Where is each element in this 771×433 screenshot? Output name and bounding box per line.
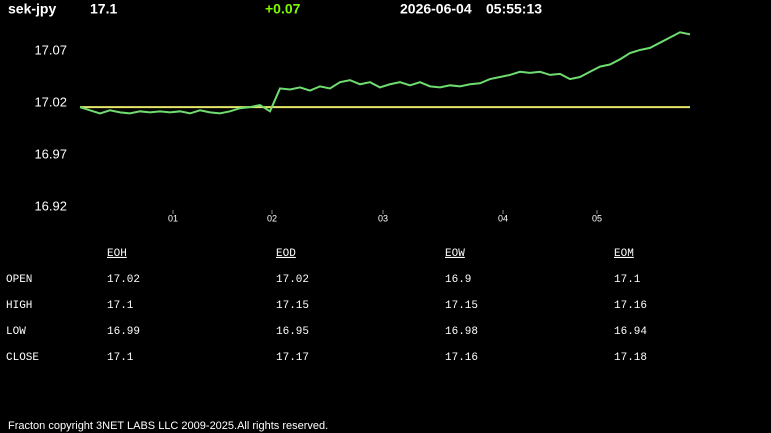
cell: 17.15 bbox=[276, 300, 309, 312]
cell: 17.18 bbox=[614, 352, 647, 364]
cell: 17.1 bbox=[107, 352, 134, 364]
date: 2026-06-04 bbox=[400, 1, 472, 17]
column-header: EOD bbox=[276, 248, 296, 260]
x-tick-label: 04 bbox=[498, 213, 508, 223]
cell: 17.17 bbox=[276, 352, 309, 364]
y-tick-label: 16.97 bbox=[34, 146, 67, 161]
cell: 17.16 bbox=[445, 352, 478, 364]
row-label: LOW bbox=[6, 326, 26, 338]
cell: 16.95 bbox=[276, 326, 309, 338]
cell: 16.9 bbox=[445, 274, 471, 286]
change: +0.07 bbox=[265, 1, 301, 17]
cell: 16.99 bbox=[107, 326, 140, 338]
row-label: HIGH bbox=[6, 300, 32, 312]
row-label: CLOSE bbox=[6, 352, 39, 364]
y-tick-label: 17.02 bbox=[34, 94, 67, 109]
time: 05:55:13 bbox=[486, 1, 542, 17]
price-line bbox=[79, 31, 691, 115]
column-header: EOH bbox=[107, 248, 127, 260]
cell: 17.1 bbox=[614, 274, 641, 286]
symbol: sek-jpy bbox=[8, 1, 56, 17]
cell: 16.94 bbox=[614, 326, 647, 338]
cell: 17.1 bbox=[107, 300, 134, 312]
cell: 17.16 bbox=[614, 300, 647, 312]
cell: 16.98 bbox=[445, 326, 478, 338]
x-tick-label: 03 bbox=[378, 213, 388, 223]
price: 17.1 bbox=[90, 1, 117, 17]
row-label: OPEN bbox=[6, 274, 32, 286]
cell: 17.02 bbox=[107, 274, 140, 286]
cell: 17.15 bbox=[445, 300, 478, 312]
y-tick-label: 17.07 bbox=[34, 42, 67, 57]
x-tick-label: 01 bbox=[168, 213, 178, 223]
column-header: EOW bbox=[445, 248, 465, 260]
footer: Fracton copyright 3NET LABS LLC 2009-202… bbox=[8, 420, 328, 432]
x-tick-label: 05 bbox=[592, 213, 602, 223]
x-tick-label: 02 bbox=[267, 213, 277, 223]
column-header: EOM bbox=[614, 248, 634, 260]
y-tick-label: 16.92 bbox=[34, 198, 67, 213]
cell: 17.02 bbox=[276, 274, 309, 286]
